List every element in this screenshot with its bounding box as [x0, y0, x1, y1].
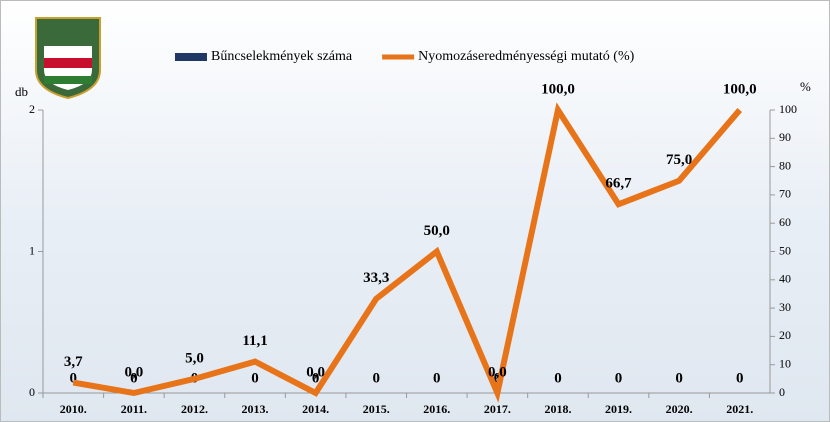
y2-tick-label: 20	[779, 328, 791, 342]
y2-tick-label: 0	[779, 385, 785, 399]
y2-tick-label: 30	[779, 300, 791, 314]
x-tick-label: 2021.	[726, 402, 753, 416]
line	[72, 102, 742, 403]
bar-value-label: 0	[130, 370, 138, 386]
bar-value-label: 0	[433, 370, 441, 386]
x-tick-label: 2010.	[60, 402, 87, 416]
line-value-label: 100,0	[541, 81, 575, 97]
x-tick-label: 2017.	[484, 402, 511, 416]
y2-tick-label: 80	[779, 158, 791, 172]
x-tick-label: 2015.	[363, 402, 390, 416]
y2-tick-label: 10	[779, 356, 791, 370]
logo	[35, 17, 101, 100]
y-tick-label: 2	[29, 102, 35, 116]
bar-value-label: 0	[251, 370, 259, 386]
line-value-label: 0,0	[125, 364, 144, 380]
x-tick-label: 2020.	[666, 402, 693, 416]
y2-tick-label: 50	[779, 243, 791, 257]
line-value-label: 0,0	[306, 364, 325, 380]
x-tick-label: 2018.	[544, 402, 571, 416]
line-value-label: 66,7	[605, 176, 632, 192]
bar-value-label: 0	[675, 370, 683, 386]
line-value-label: 100,0	[723, 81, 757, 97]
bar-value-label: 0	[70, 370, 78, 386]
bar-value-label: 0	[554, 370, 562, 386]
x-tick-label: 2013.	[242, 402, 269, 416]
bar-value-label: 0	[372, 370, 380, 386]
x-tick-label: 2019.	[605, 402, 632, 416]
line-value-label: 33,3	[363, 270, 389, 286]
y2-tick-label: 90	[779, 130, 791, 144]
bar-value-label: 0	[736, 370, 744, 386]
legend-swatch	[175, 53, 207, 61]
x-tick-label: 2014.	[302, 402, 329, 416]
y2-tick-label: 60	[779, 215, 791, 229]
y-tick-label: 0	[29, 385, 35, 399]
y2-tick-label: 40	[779, 272, 791, 286]
line-value-label: 5,0	[185, 350, 204, 366]
y2-tick-label: 70	[779, 187, 791, 201]
x-tick-label: 2011.	[121, 402, 147, 416]
y2-axis-label: %	[800, 79, 811, 94]
bar-value-label: 0	[312, 370, 320, 386]
line-value-label: 75,0	[666, 152, 692, 168]
line-value-label: 0,0	[488, 364, 507, 380]
y2-tick-label: 100	[779, 102, 797, 116]
y-axis-label: db	[15, 84, 28, 99]
x-tick-label: 2012.	[181, 402, 208, 416]
y-tick-label: 1	[29, 243, 35, 257]
legend-label: Bűncselekmények száma	[211, 49, 353, 64]
bar-value-label: 0	[615, 370, 623, 386]
line-value-label: 11,1	[242, 333, 267, 349]
bar-value-label: 0	[494, 370, 502, 386]
x-tick-label: 2016.	[423, 402, 450, 416]
line-value-label: 3,7	[64, 354, 83, 370]
legend-label: Nyomozáseredményességi mutató (%)	[418, 49, 634, 64]
line-value-label: 50,0	[424, 223, 450, 239]
